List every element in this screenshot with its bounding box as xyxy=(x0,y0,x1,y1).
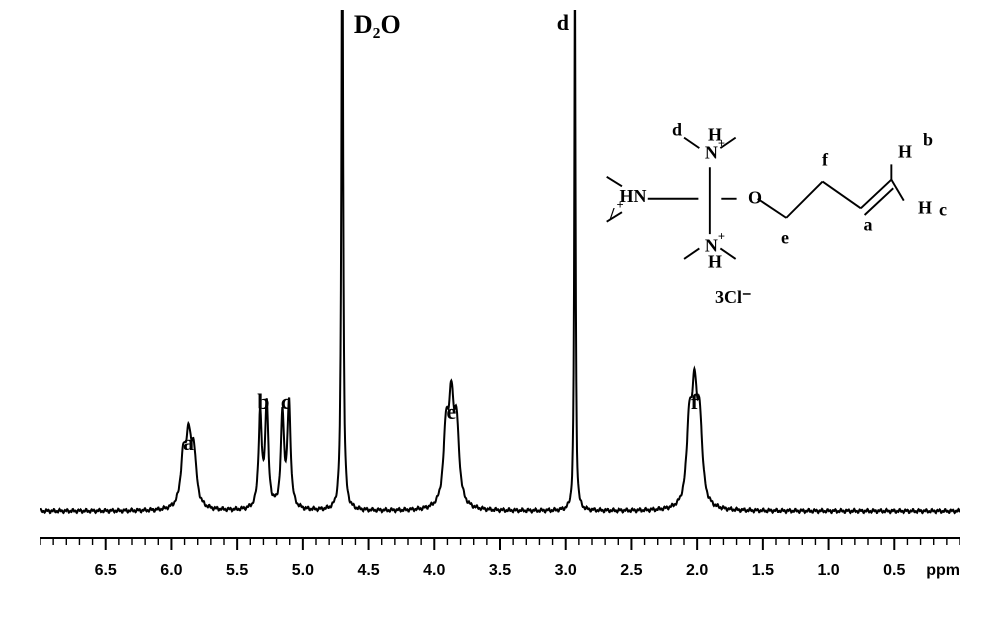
molecule-inset: HN/+N+N+HHOHHdbcfea3Cl⁻ xyxy=(600,90,920,340)
axis-tick-label: 2.0 xyxy=(686,562,708,580)
molecule-counterion-label: 3Cl⁻ xyxy=(715,287,752,308)
molecule-atom-label: HN/+ xyxy=(620,188,647,222)
axis-tick-label: 5.0 xyxy=(292,562,314,580)
axis-unit-label: ppm xyxy=(926,562,960,580)
molecule-position-label: a xyxy=(864,215,873,236)
axis-tick-label: 3.0 xyxy=(555,562,577,580)
axis-tick-label: 0.5 xyxy=(883,562,905,580)
molecule-position-label: d xyxy=(672,120,682,141)
molecule-atom-label: O xyxy=(748,188,762,209)
peak-label-c: c xyxy=(281,389,291,415)
axis-tick-label: 3.5 xyxy=(489,562,511,580)
molecule-atom-label: H xyxy=(708,125,722,146)
peak-label-b: b xyxy=(257,389,269,415)
molecule-position-label: c xyxy=(939,200,947,221)
axis-tick-label: 4.0 xyxy=(423,562,445,580)
molecule-atom-label: H xyxy=(708,252,722,273)
molecule-position-label: b xyxy=(923,130,933,151)
axis-tick-label: 2.5 xyxy=(620,562,642,580)
peak-label-e: e xyxy=(446,399,456,425)
axis-tick-label: 1.0 xyxy=(817,562,839,580)
axis-tick-label: 6.0 xyxy=(160,562,182,580)
molecule-atom-label: H xyxy=(898,142,912,163)
peak-label-D2O: D₂O xyxy=(354,10,401,40)
axis-tick-label: 1.5 xyxy=(752,562,774,580)
axis-area: 6.5 6.0 5.5 5.0 4.5 4.0 3.5 3.0 2.5 2.0 1.5 1.0 0.5 p… xyxy=(40,532,960,592)
peak-label-f: f xyxy=(691,389,698,415)
molecule-position-label: f xyxy=(822,150,828,171)
molecule-position-label: e xyxy=(781,228,789,249)
peak-label-a: a xyxy=(183,430,194,456)
axis-tick-label: 4.5 xyxy=(357,562,379,580)
axis-tick-label: 5.5 xyxy=(226,562,248,580)
axis-tick-label: 6.5 xyxy=(95,562,117,580)
molecule-atom-label: H xyxy=(918,198,932,219)
peak-label-d: d xyxy=(557,10,569,36)
